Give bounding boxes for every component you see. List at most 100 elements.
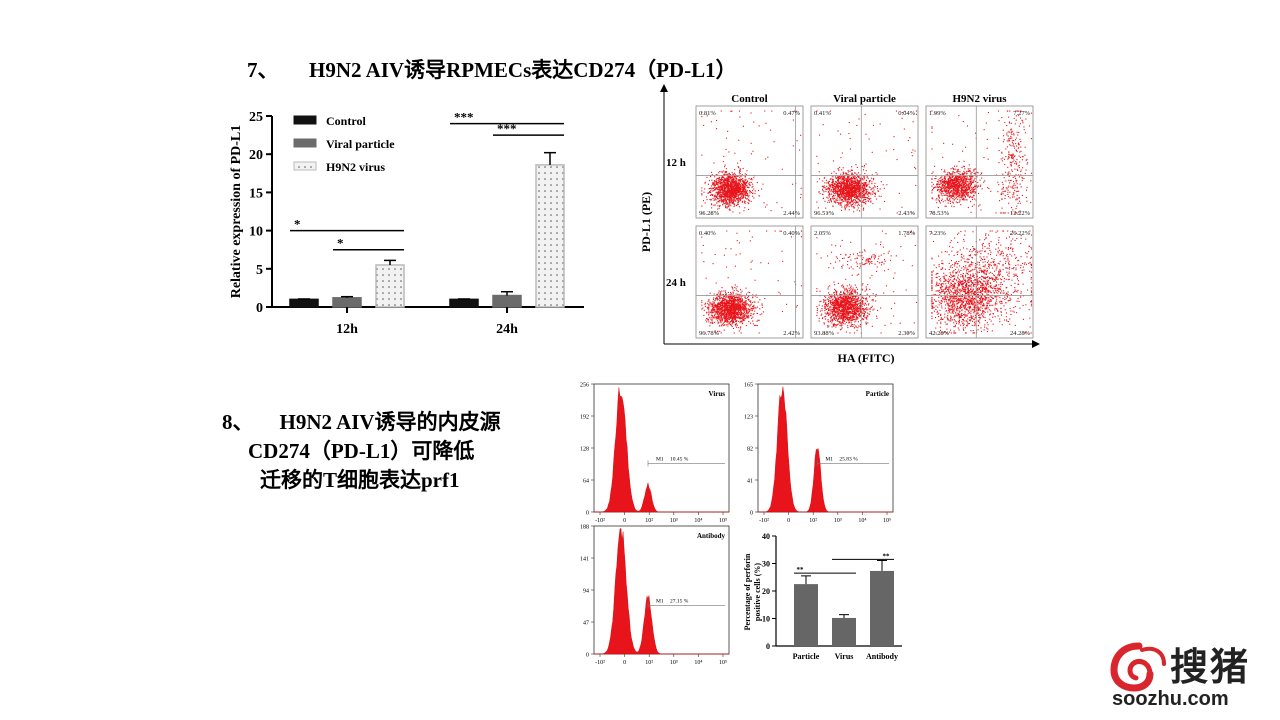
- flow-points: [816, 230, 917, 334]
- gate-value: 25.83 %: [839, 456, 858, 462]
- quadrant-ul-label: 7.23%: [929, 230, 946, 237]
- section-7-number: 7、: [247, 58, 279, 82]
- quadrant-ll-label: 78.53%: [929, 210, 950, 217]
- quadrant-ll-label: 96.28%: [699, 210, 720, 217]
- section-8-line-1: H9N2 AIV诱导的内皮源: [279, 410, 501, 434]
- legend-label: H9N2 virus: [326, 160, 385, 174]
- significance-label: ***: [454, 110, 474, 125]
- quadrant-ul-label: 2.05%: [814, 230, 831, 237]
- flow-panel: [925, 105, 1034, 219]
- histogram-x-tick-label: 0: [787, 518, 790, 524]
- quadrant-ul-label: 0.81%: [699, 110, 716, 117]
- y-tick-label: 20: [249, 148, 263, 163]
- histogram-x-tick-label: 10²: [645, 518, 653, 524]
- histogram-title: Virus: [709, 390, 726, 398]
- x-tick-label: Particle: [793, 652, 820, 661]
- quadrant-ul-label: 0.41%: [814, 110, 831, 117]
- flow-panel: [810, 225, 919, 339]
- quadrant-lr-label: 2.43%: [898, 210, 915, 217]
- y-tick-label: 40: [762, 532, 770, 541]
- legend-swatch: [293, 138, 317, 148]
- y-tick-label: 25: [249, 110, 263, 125]
- row-label: 12 h: [666, 157, 686, 169]
- significance-label: **: [883, 552, 891, 560]
- significance-label: *: [294, 217, 301, 232]
- gate-value: 10.45 %: [670, 456, 689, 462]
- quadrant-lr-label: 2.42%: [783, 330, 800, 337]
- histogram-y-tick-label: 128: [580, 447, 589, 453]
- histogram-y-tick-label: 141: [580, 557, 589, 563]
- column-label: H9N2 virus: [952, 93, 1007, 105]
- y-tick-label: 20: [762, 587, 770, 596]
- histogram-x-tick-label: 10²: [809, 518, 817, 524]
- y-tick-label: 15: [249, 186, 263, 201]
- gate-label: M1: [656, 456, 664, 462]
- histogram-area: [594, 387, 729, 513]
- y-axis-label: Relative expression of PD-L1: [229, 125, 244, 299]
- histogram-x-tick-label: 10⁵: [719, 518, 727, 524]
- column-label: Control: [731, 93, 767, 105]
- quadrant-ll-label: 96.78%: [699, 330, 720, 337]
- histogram-y-tick-label: 64: [583, 479, 589, 485]
- bar: [870, 570, 894, 646]
- histogram-x-tick-label: 10⁵: [719, 660, 727, 666]
- histogram-y-tick-label: 123: [744, 415, 753, 421]
- y-axis-label-line-1: Percentage of perforin: [743, 553, 752, 630]
- legend-swatch: [293, 115, 317, 125]
- histogram-x-tick-label: 10⁴: [858, 518, 866, 524]
- bar: [535, 164, 565, 308]
- section-7-title: H9N2 AIV诱导RPMECs表达CD274（PD-L1）: [309, 58, 737, 82]
- quadrant-lr-label: 2.44%: [783, 210, 800, 217]
- flow-points: [931, 230, 1032, 334]
- histogram-y-tick-label: 94: [583, 589, 589, 595]
- quadrant-ur-label: 7.27%: [1013, 110, 1030, 117]
- histogram-x-tick-label: 10³: [670, 660, 678, 666]
- histogram-y-tick-label: 47: [583, 621, 589, 627]
- histogram-y-tick-label: 82: [747, 447, 753, 453]
- legend-label: Control: [326, 114, 366, 128]
- histogram-y-tick-label: 192: [580, 415, 589, 421]
- histogram-x-tick-label: 0: [623, 518, 626, 524]
- gate-value: 27.15 %: [670, 598, 689, 604]
- y-tick-label: 10: [762, 615, 770, 624]
- histogram-x-tick-label: -10²: [759, 518, 769, 524]
- quadrant-ll-label: 93.88%: [814, 330, 835, 337]
- section-7-heading: 7、 H9N2 AIV诱导RPMECs表达CD274（PD-L1）: [247, 54, 737, 84]
- x-tick-label: 12h: [336, 322, 358, 337]
- histogram-x-tick-label: 10⁴: [694, 518, 702, 524]
- flow-points: [816, 110, 917, 214]
- legend-label: Viral particle: [326, 137, 395, 151]
- flow-panel: [695, 225, 804, 339]
- quadrant-ur-label: 1.78%: [898, 230, 915, 237]
- bar: [832, 617, 856, 646]
- y-axis-label: PD-L1 (PE): [639, 192, 653, 252]
- quadrant-ul-label: 1.99%: [929, 110, 946, 117]
- gate-label: M1: [656, 598, 664, 604]
- quadrant-ll-label: 42.28%: [929, 330, 950, 337]
- histogram-x-tick-label: 10³: [670, 518, 678, 524]
- flow-panel: [810, 105, 919, 219]
- histogram-x-tick-label: -10²: [595, 518, 605, 524]
- quadrant-ur-label: 26.22%: [1010, 230, 1031, 237]
- section-8-number: 8、: [222, 410, 254, 434]
- histogram-y-tick-label: 0: [586, 511, 589, 517]
- histogram-panels: Virus 0 64 128 192 256 -10² 0 10² 10³ 10⁴ 10⁵ M1 10.4…: [580, 383, 894, 666]
- watermark-cn: 搜猪: [1170, 645, 1251, 689]
- column-label: Viral particle: [833, 93, 896, 105]
- y-arrow-head: [660, 84, 668, 92]
- histogram-x-tick-label: -10²: [595, 660, 605, 666]
- flow-panel: [695, 105, 804, 219]
- histogram-y-tick-label: 41: [747, 479, 753, 485]
- significance-label: ***: [497, 121, 517, 136]
- histogram-y-tick-label: 0: [750, 511, 753, 517]
- perforin-bar-chart: Percentage of perforin positive cells (%)…: [743, 532, 902, 661]
- quadrant-ur-label: 0.40%: [783, 230, 800, 237]
- histogram-area: [594, 528, 729, 655]
- y-axis-label-line-2: positive cells (%): [753, 563, 762, 622]
- flow-points: [931, 110, 1032, 214]
- histogram-y-tick-label: 256: [580, 383, 589, 389]
- gate-label: M1: [825, 456, 833, 462]
- significance-label: *: [337, 236, 344, 251]
- bar: [332, 297, 362, 308]
- x-tick-label: Antibody: [866, 652, 898, 661]
